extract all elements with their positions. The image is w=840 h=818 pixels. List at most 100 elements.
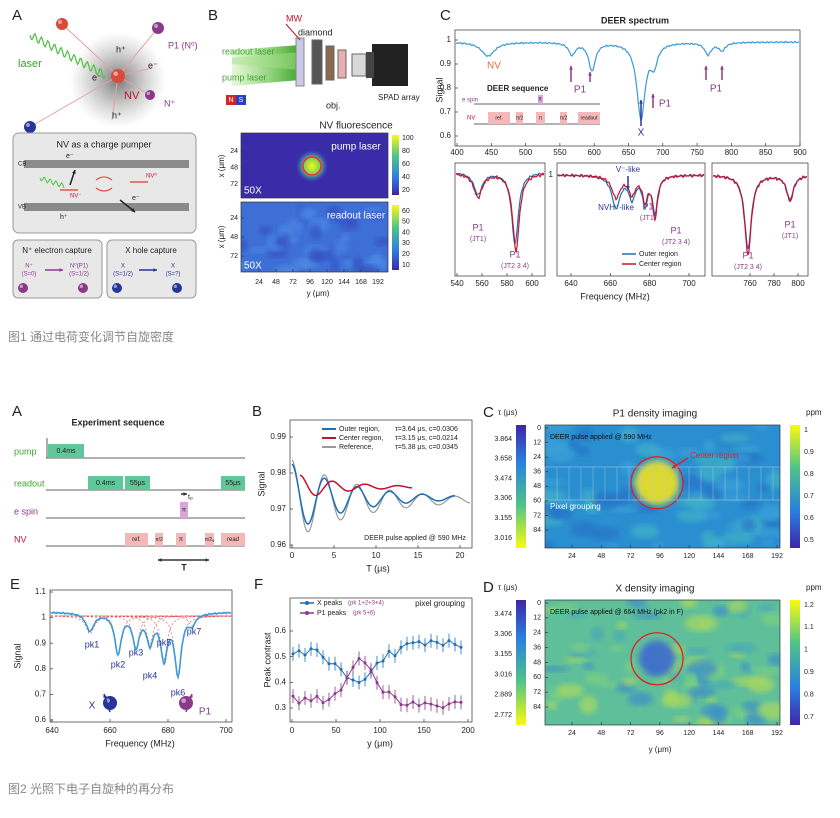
label: P1: [574, 85, 587, 96]
tick-label: 0.8: [440, 83, 452, 92]
ball: [112, 283, 122, 293]
noise: [627, 691, 653, 707]
label: P1 density imaging: [613, 409, 698, 420]
label: e⁻: [132, 195, 140, 202]
label: X: [171, 264, 175, 270]
label: τ (μs): [498, 583, 518, 592]
plot-frame: [49, 589, 233, 723]
tick-label: 550: [553, 148, 567, 157]
noise: [680, 600, 698, 609]
label: e spin: [14, 506, 38, 516]
label: N⁰(P1): [70, 263, 88, 270]
arrow-head: [72, 170, 76, 174]
noise: [757, 702, 780, 720]
label: (JT2 3 4): [501, 263, 529, 270]
tick-label: 120: [321, 279, 333, 286]
label: 50X: [244, 186, 262, 197]
ball-shine: [113, 284, 118, 289]
tick-label: 3.306: [494, 631, 512, 638]
region-ring: [630, 632, 684, 686]
label: π: [179, 537, 183, 543]
tick-label: 0.9: [440, 59, 452, 68]
tick-label: 84: [533, 704, 541, 711]
tick-label: 600: [588, 148, 602, 157]
label: P1: [742, 250, 753, 260]
label: (S=1/2): [69, 272, 89, 278]
tick-label: 24: [230, 215, 238, 222]
noise: [703, 439, 716, 454]
noise: [568, 438, 581, 450]
label: e⁻: [92, 72, 102, 82]
tick-label: 0.7: [804, 493, 814, 500]
legend-label: P1 peaks: [317, 610, 347, 617]
line: [285, 23, 301, 41]
tick-label: 15: [414, 551, 423, 560]
noise: [761, 612, 780, 626]
noise: [706, 695, 717, 703]
tick-label: 0.9: [804, 669, 814, 676]
path-arrow: [117, 27, 159, 77]
spad: [366, 52, 374, 78]
label: NV⁻: [70, 194, 82, 200]
tick-label: 24: [568, 730, 576, 737]
label: readout laser: [222, 46, 275, 56]
noise: [758, 504, 780, 521]
arrow-head: [131, 208, 135, 212]
tick-label: 40: [402, 229, 410, 236]
pulse: [125, 476, 150, 490]
tick-label: 96: [306, 279, 314, 286]
label: (JT1): [470, 236, 486, 243]
noise: [607, 543, 619, 548]
colorbar: [392, 205, 399, 270]
arrow-head: [704, 66, 708, 70]
plot-frame: [556, 162, 706, 277]
pulse: [221, 476, 245, 490]
tick-label: 560: [475, 279, 489, 288]
noise: [576, 445, 590, 456]
ball: [152, 22, 164, 34]
tick-label: 3.155: [494, 651, 512, 658]
label: T (μs): [366, 563, 390, 573]
tick-label: 48: [230, 234, 238, 241]
tick-label: 50: [332, 726, 341, 735]
label: (JT1): [640, 215, 656, 222]
panel-letter: C: [440, 7, 451, 24]
plot-frame: [711, 162, 809, 277]
noise: [693, 455, 722, 466]
label: 0.4ms: [56, 448, 76, 455]
label: e spin: [462, 98, 478, 104]
tick-label: 60: [533, 498, 541, 505]
noise: [366, 212, 386, 220]
label: CB: [18, 162, 26, 168]
tick-label: 1.1: [35, 587, 47, 596]
tick-label: 3.474: [494, 475, 512, 482]
tick-label: 48: [272, 279, 280, 286]
label: P1: [199, 707, 212, 718]
tick-label: 500: [519, 148, 533, 157]
label: pump: [14, 446, 37, 456]
noise: [740, 518, 756, 532]
tick-label: 650: [622, 148, 636, 157]
tick-label: 168: [742, 730, 754, 737]
noise: [554, 603, 578, 612]
tick-label: 780: [767, 279, 781, 288]
label: π/2ᵩ: [205, 537, 216, 543]
label: pk3: [129, 647, 144, 657]
tick-label: 48: [533, 483, 541, 490]
noise: [259, 225, 272, 236]
tick-label: 144: [713, 730, 725, 737]
tick-label: 0.3: [275, 703, 287, 712]
panel-letter: C: [483, 404, 494, 421]
legend-label: (pk 1+2+3+4): [348, 601, 384, 607]
plot-frame: [454, 162, 546, 277]
tick-label: 2.772: [494, 712, 512, 719]
label: pk7: [187, 626, 202, 636]
label: readout: [14, 478, 45, 488]
noise: [710, 708, 727, 725]
label: π: [182, 508, 186, 514]
path-arrow: [61, 23, 119, 77]
spectrum: [455, 40, 800, 123]
tick-label: 96: [656, 730, 664, 737]
noise: [308, 248, 323, 262]
tick-label: 450: [485, 148, 499, 157]
